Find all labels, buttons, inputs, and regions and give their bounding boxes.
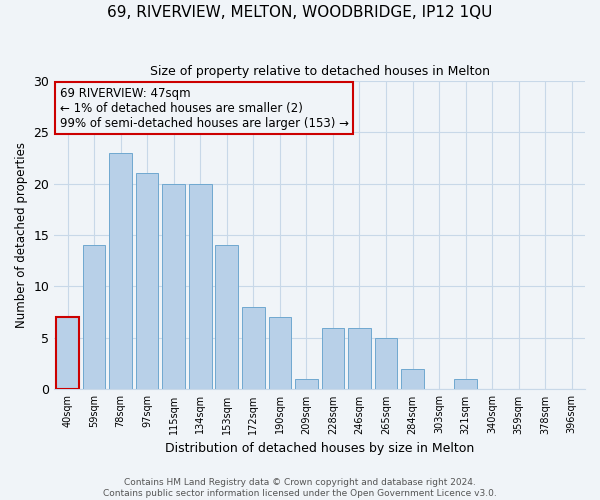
Bar <box>56 318 79 390</box>
Bar <box>322 328 344 390</box>
Text: Contains HM Land Registry data © Crown copyright and database right 2024.
Contai: Contains HM Land Registry data © Crown c… <box>103 478 497 498</box>
X-axis label: Distribution of detached houses by size in Melton: Distribution of detached houses by size … <box>165 442 474 455</box>
Text: 69 RIVERVIEW: 47sqm
← 1% of detached houses are smaller (2)
99% of semi-detached: 69 RIVERVIEW: 47sqm ← 1% of detached hou… <box>59 86 349 130</box>
Bar <box>136 173 158 390</box>
Bar <box>215 246 238 390</box>
Bar <box>242 307 265 390</box>
Bar <box>348 328 371 390</box>
Bar <box>269 318 291 390</box>
Bar <box>109 152 132 390</box>
Bar <box>189 184 212 390</box>
Bar <box>56 318 79 390</box>
Bar <box>375 338 397 390</box>
Bar <box>401 369 424 390</box>
Y-axis label: Number of detached properties: Number of detached properties <box>15 142 28 328</box>
Bar <box>83 246 106 390</box>
Text: 69, RIVERVIEW, MELTON, WOODBRIDGE, IP12 1QU: 69, RIVERVIEW, MELTON, WOODBRIDGE, IP12 … <box>107 5 493 20</box>
Bar <box>163 184 185 390</box>
Bar <box>454 379 477 390</box>
Bar <box>295 379 317 390</box>
Title: Size of property relative to detached houses in Melton: Size of property relative to detached ho… <box>149 65 490 78</box>
